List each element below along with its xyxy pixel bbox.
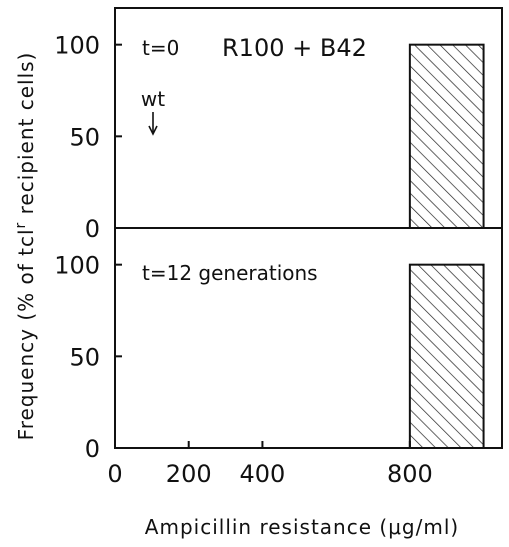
y-axis-label-suffix: recipient cells): [14, 52, 38, 222]
wt-arrow-icon: [148, 112, 158, 136]
bottom-y-tick-label-0: 0: [85, 435, 100, 463]
x-tick-label-0: 0: [107, 460, 122, 488]
bottom-panel-frame: [114, 227, 503, 449]
x-tick-label-2: 400: [240, 460, 286, 488]
top-time-annotation: t=0: [142, 36, 179, 60]
x-axis-label: Ampicillin resistance (μg/ml): [145, 515, 459, 539]
x-tick-label-1: 200: [166, 460, 212, 488]
top-y-tick-label-1: 50: [69, 123, 100, 151]
y-axis-label-superscript: r: [13, 222, 29, 229]
bottom-y-tick-label-1: 50: [69, 343, 100, 371]
top-y-tick-label-0: 0: [85, 215, 100, 243]
bottom-bar-0: [408, 263, 485, 449]
top-panel: t=0 R100 + B42 wt 0 50 100: [54, 7, 503, 243]
top-y-tick-label-2: 100: [54, 32, 100, 60]
y-axis-label: Frequency (% of tclr recipient cells): [13, 52, 38, 441]
y-axis-label-prefix: Frequency (% of tcl: [14, 228, 38, 440]
bottom-y-tick-label-2: 100: [54, 252, 100, 280]
bottom-time-annotation: t=12 generations: [142, 261, 318, 285]
wt-arrow-head: [148, 125, 158, 136]
wt-marker-label: wt: [141, 87, 165, 111]
strain-annotation: R100 + B42: [222, 34, 367, 62]
top-bar-0: [408, 43, 485, 229]
bottom-panel: t=12 generations 0 50 100 0 200 400 800: [54, 227, 503, 488]
x-tick-label-3: 800: [387, 460, 433, 488]
